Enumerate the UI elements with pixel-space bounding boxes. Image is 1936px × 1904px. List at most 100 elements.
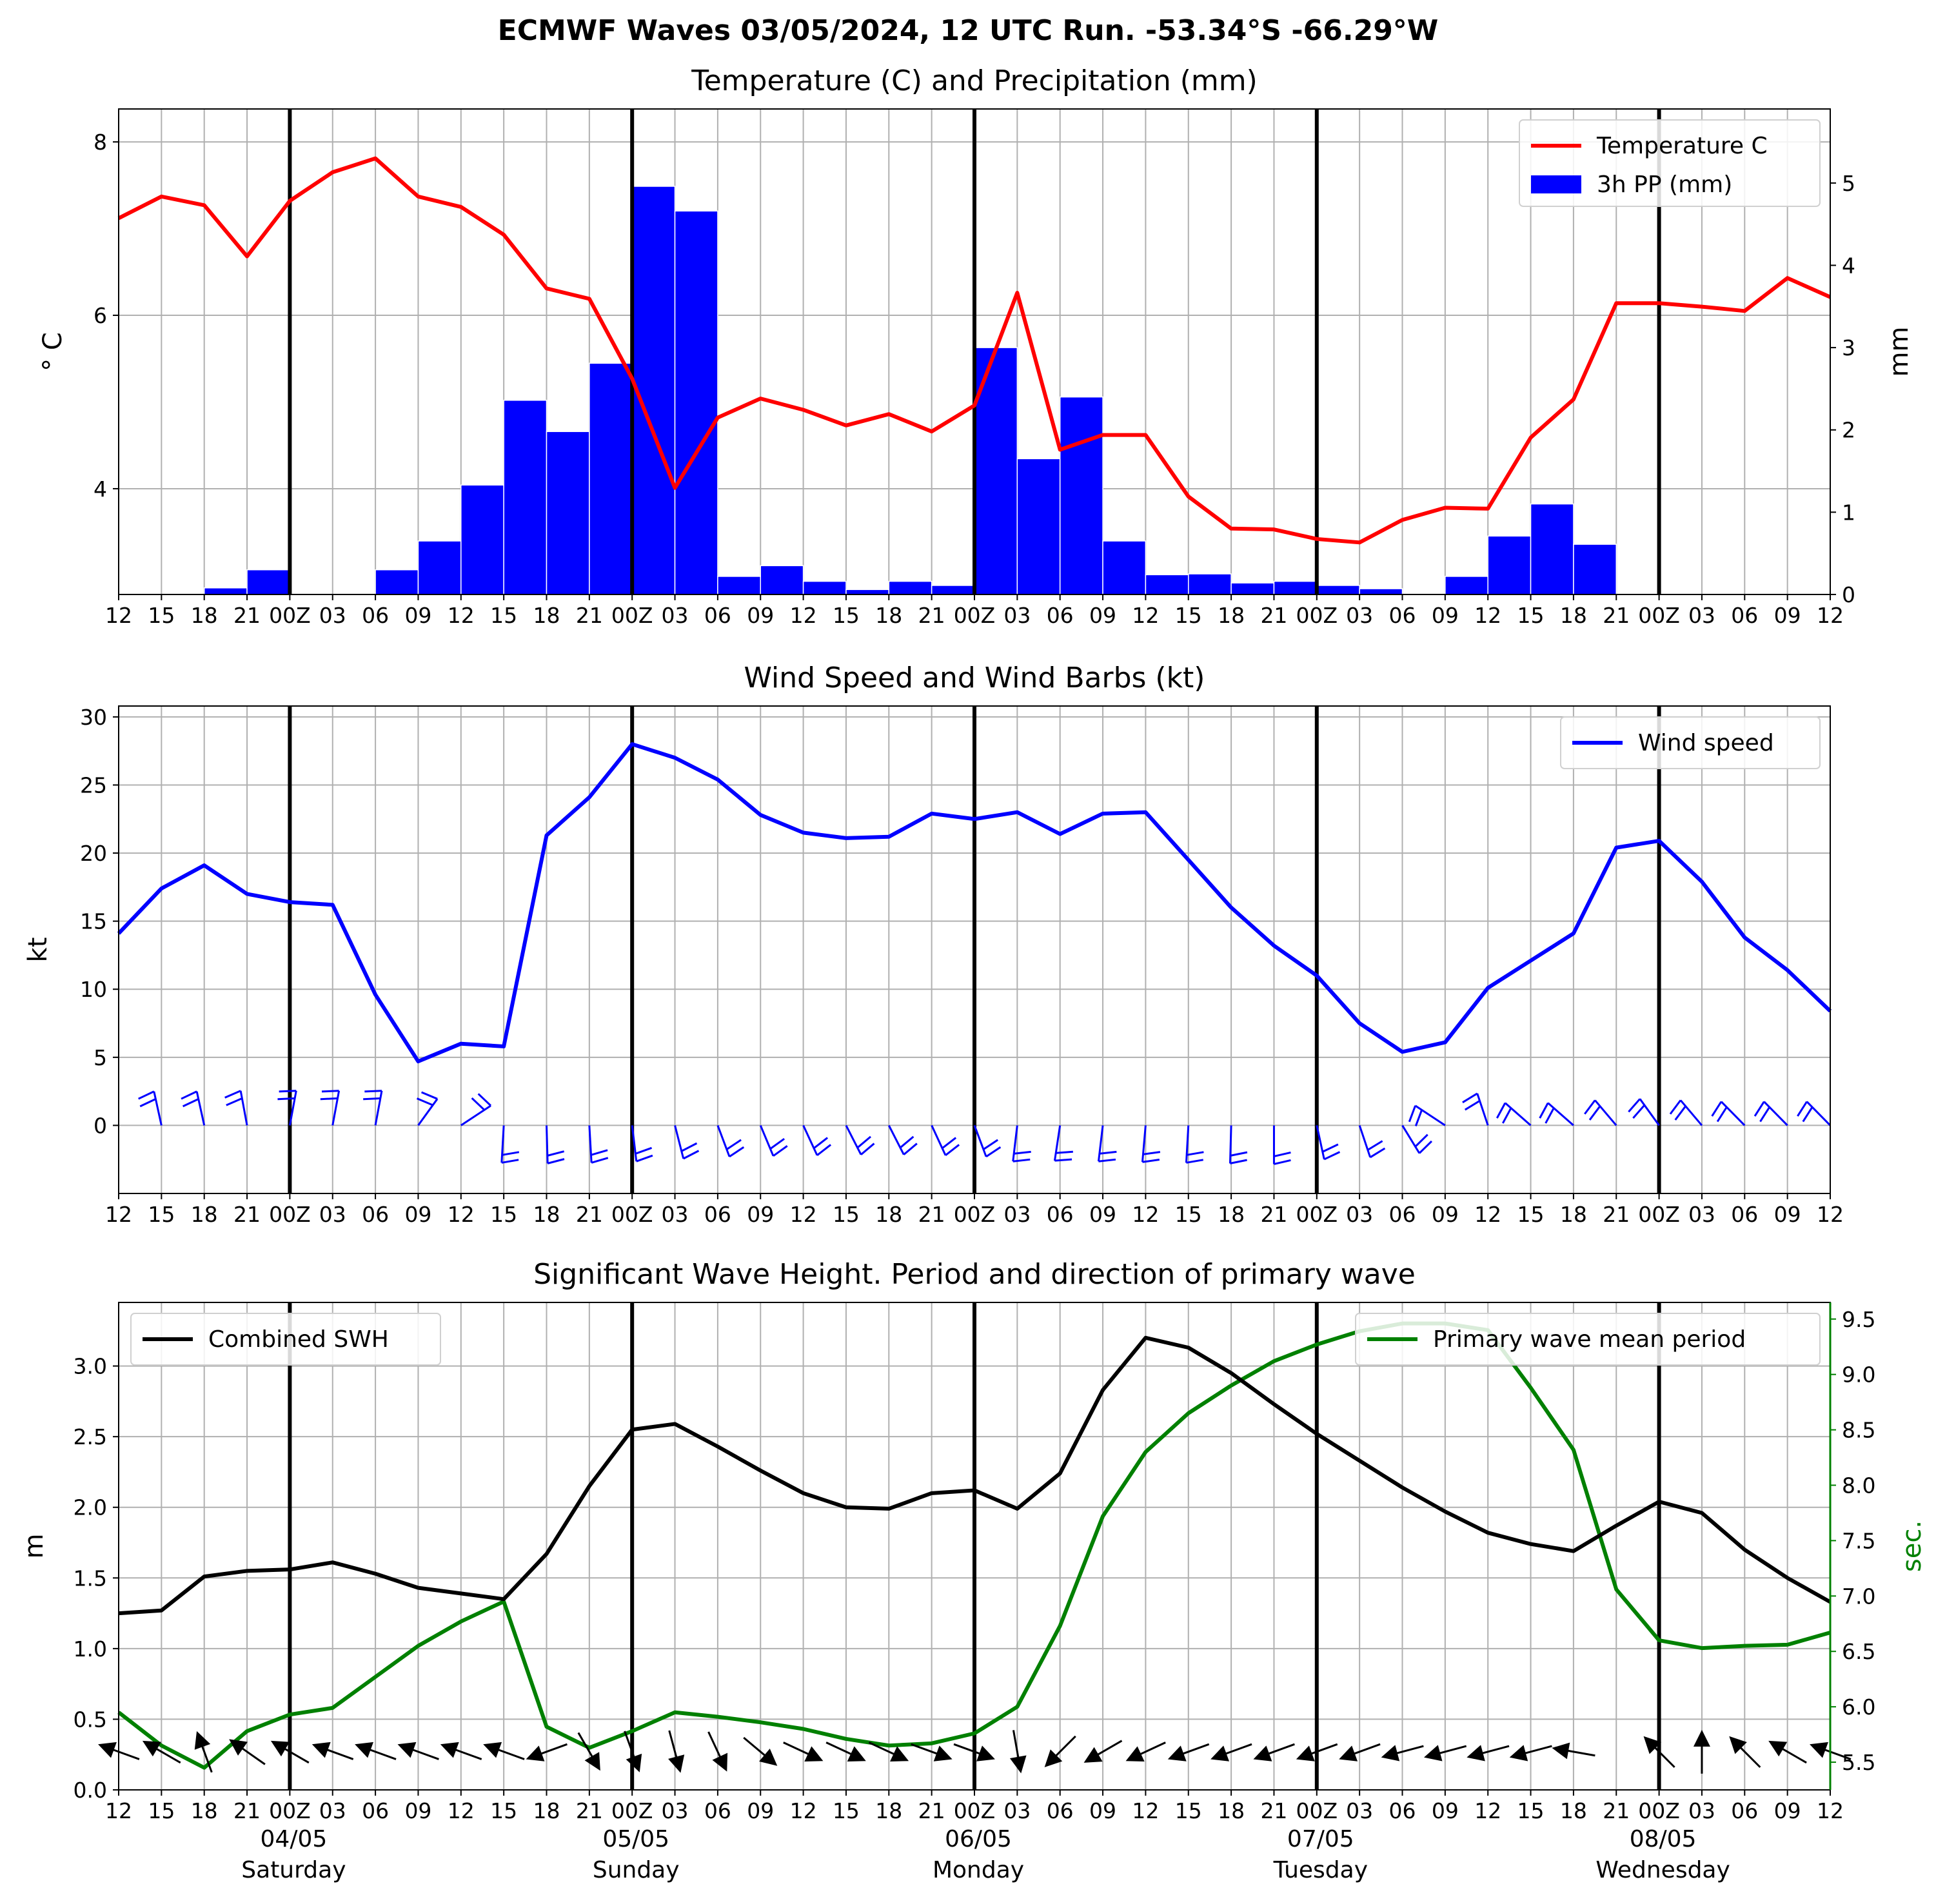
wave-arrow-head (1083, 1747, 1103, 1763)
wind-xtick-label: 09 (747, 1202, 774, 1227)
wind-barb (1496, 1102, 1532, 1126)
wind-barb-feather (321, 1090, 339, 1093)
temp-xtick-label: 09 (1774, 603, 1801, 628)
wind-barb-feather (1408, 1105, 1417, 1123)
wind-xtick-label: 18 (875, 1202, 902, 1227)
precip-bar (760, 565, 804, 595)
wind-barb-feather (1098, 1158, 1116, 1163)
temp-xtick-label: 15 (490, 603, 517, 628)
swh-legend-label: Combined SWH (208, 1326, 389, 1353)
wave-arrow-shaft (1437, 1745, 1467, 1755)
precip-bar (1316, 585, 1360, 595)
wind-barb (1753, 1101, 1788, 1126)
wind-barb-feather (635, 1146, 653, 1155)
wave-arrow-head (584, 1752, 600, 1771)
wind-barb-staff (588, 1125, 593, 1163)
wind-barb-feather (1759, 1106, 1771, 1123)
wave-xtick-label: 21 (918, 1798, 945, 1823)
wind-barb-feather (726, 1139, 742, 1150)
precip-bar (375, 569, 419, 595)
wind-barb (1053, 1125, 1073, 1162)
wind-barb (1669, 1099, 1703, 1126)
temp-xtick-label: 21 (1603, 603, 1630, 628)
wave-xtick-label: 15 (1517, 1798, 1545, 1823)
wind-barb (277, 1090, 297, 1126)
wave-xtick-label: 03 (1003, 1798, 1031, 1823)
wind-barb-feather (1056, 1150, 1073, 1154)
wave-arrow-head (1509, 1745, 1528, 1762)
wave-arrow-shaft (783, 1742, 811, 1756)
wind-barb-staff (1229, 1125, 1232, 1164)
wave-direction-arrow (1552, 1742, 1595, 1760)
wave-xtick-label: 00Z (1638, 1798, 1680, 1823)
wind-barb (1185, 1125, 1204, 1164)
wave-arrow-head (933, 1745, 953, 1762)
swh-legend-box (130, 1313, 441, 1366)
precip-bar (417, 540, 462, 595)
temp-xtick-label: 15 (1175, 603, 1202, 628)
precip-bar (1573, 544, 1617, 595)
temp-ytick-label: 4 (94, 476, 107, 502)
wind-barb-feather (547, 1158, 565, 1164)
wave-xtick-label: 03 (319, 1798, 346, 1823)
wind-barb-staff (417, 1098, 439, 1126)
wind-barb-feather (636, 1154, 653, 1163)
temp-xtick-label: 18 (191, 603, 218, 628)
wind-barb-staff (1594, 1099, 1617, 1126)
wave-arrow-head (1009, 1755, 1027, 1774)
wave-xtick-label: 00Z (954, 1798, 996, 1823)
wind-barb-feather (547, 1150, 565, 1157)
wind-xtick-label: 00Z (269, 1202, 311, 1227)
precip-bar (460, 484, 504, 595)
wind-legend-label: Wind speed (1638, 730, 1774, 756)
wind-barb-feather (1588, 1105, 1601, 1121)
wind-barb-feather (1632, 1104, 1646, 1119)
date-label: 06/05 (945, 1826, 1012, 1852)
temp-xtick-label: 09 (1089, 603, 1116, 628)
wind-barb-feather (471, 1097, 486, 1111)
temp-xtick-label: 21 (1260, 603, 1287, 628)
wind-barb (1797, 1101, 1832, 1126)
wave-direction-arrow (1381, 1745, 1424, 1762)
temp-legend-label: 3h PP (mm) (1597, 172, 1732, 198)
wind-xtick-label: 21 (1603, 1202, 1630, 1227)
wind-xtick-label: 09 (404, 1202, 431, 1227)
wind-xtick-label: 21 (576, 1202, 603, 1227)
wave-ylabel: m (19, 1534, 49, 1559)
wind-barb-staff (631, 1125, 638, 1162)
wave-arrow-shaft (868, 1742, 896, 1756)
temp-xtick-label: 03 (1003, 603, 1031, 628)
wind-ytick-label: 25 (80, 772, 107, 798)
wave-period-line (117, 1321, 1831, 1770)
wind-barb-feather (1013, 1150, 1031, 1155)
temp-xtick-label: 12 (790, 603, 817, 628)
wind-xtick-label: 00Z (1638, 1202, 1680, 1227)
period-ytick-right-label: 9.5 (1842, 1307, 1875, 1332)
wind-barb (1316, 1125, 1341, 1161)
day-label: Wednesday (1595, 1857, 1730, 1883)
wind-barb-staff (195, 1091, 206, 1126)
figure-suptitle: ECMWF Waves 03/05/2024, 12 UTC Run. -53.… (498, 14, 1439, 47)
temp-xtick-label: 03 (1688, 603, 1715, 628)
wave-arrow-shaft (368, 1748, 397, 1760)
wind-xtick-label: 21 (233, 1202, 261, 1227)
wave-arrow-shaft (410, 1748, 439, 1760)
wave-arrow-shaft (1565, 1749, 1595, 1757)
wave-xtick-label: 09 (1089, 1798, 1116, 1823)
wave-arrow-head (355, 1742, 374, 1758)
wind-barb (1462, 1092, 1489, 1126)
wind-barb (1401, 1124, 1433, 1154)
wind-barb-feather (1322, 1143, 1339, 1153)
wind-xtick-label: 06 (1731, 1202, 1758, 1227)
wind-barb-feather (1462, 1092, 1478, 1104)
temp-xtick-label: 06 (1731, 603, 1758, 628)
wave-arrow-head (1552, 1742, 1570, 1760)
precip-ytick-right-label: 0 (1842, 582, 1855, 607)
wind-barb-feather (856, 1135, 871, 1149)
wind-xtick-label: 18 (1560, 1202, 1587, 1227)
wind-ytick-label: 20 (80, 841, 107, 866)
wind-xtick-label: 15 (148, 1202, 175, 1227)
wind-barb-feather (1797, 1101, 1808, 1117)
wave-xtick-label: 18 (1218, 1798, 1245, 1823)
wave-xtick-label: 15 (490, 1798, 517, 1823)
